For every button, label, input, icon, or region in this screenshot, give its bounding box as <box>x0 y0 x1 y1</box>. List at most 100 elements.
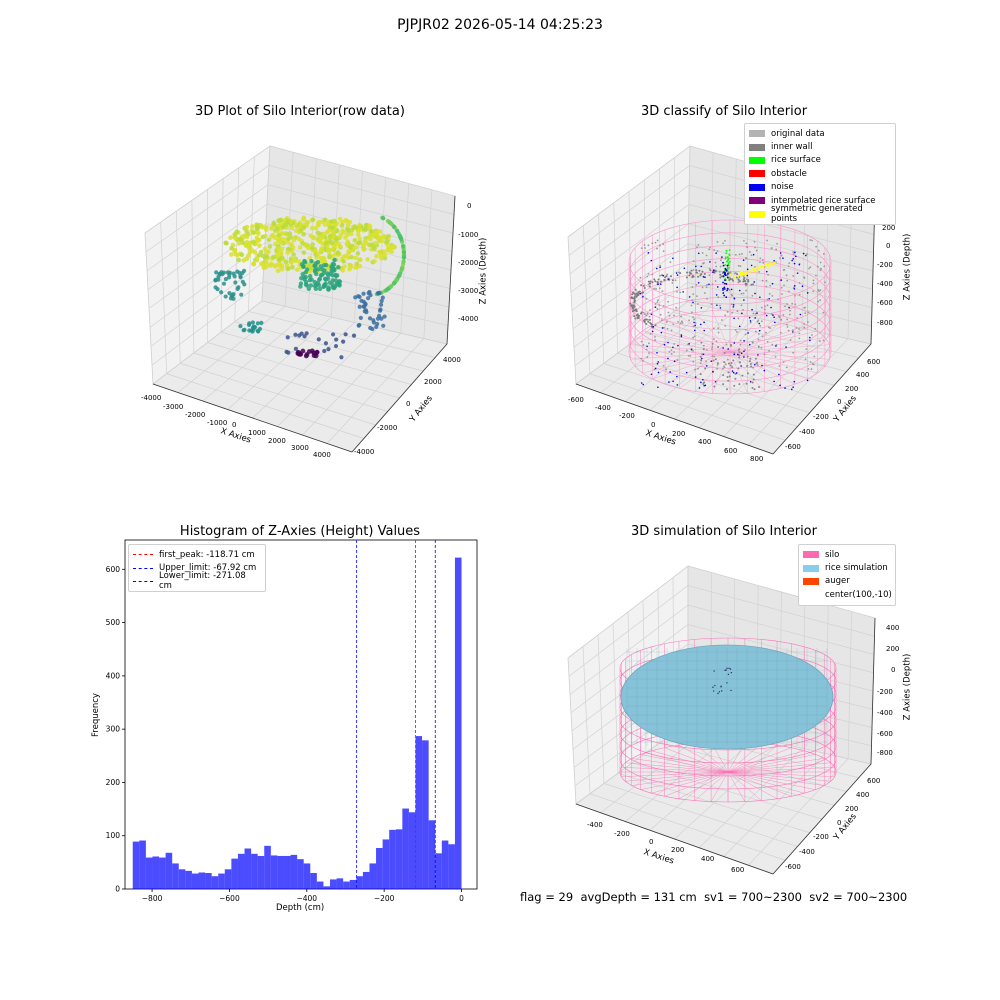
data-point <box>743 273 746 276</box>
data-point <box>752 312 755 315</box>
data-point <box>650 313 653 316</box>
data-point <box>728 253 731 256</box>
data-point <box>351 333 357 338</box>
data-point <box>750 283 753 286</box>
data-point <box>264 261 269 267</box>
data-point <box>794 251 796 254</box>
data-point <box>738 253 741 256</box>
data-point <box>318 264 323 269</box>
silo-floor-line <box>729 351 748 394</box>
legend-swatch <box>803 551 819 559</box>
data-point <box>235 286 240 291</box>
data-point <box>734 372 737 375</box>
histogram-bar <box>323 886 331 889</box>
data-point <box>788 313 791 316</box>
data-point <box>725 283 728 285</box>
data-point <box>237 270 242 275</box>
data-point <box>309 246 315 251</box>
auger-point <box>726 667 728 669</box>
x-tick-label: 0 <box>459 894 464 903</box>
data-point <box>733 317 735 320</box>
data-point <box>774 321 776 324</box>
data-point <box>681 320 683 323</box>
panel4-ztick: -800 <box>877 749 893 757</box>
panel4-ztick: 0 <box>891 666 896 674</box>
silo-floor-line <box>652 351 731 380</box>
data-point <box>758 270 761 273</box>
data-point <box>377 313 382 318</box>
data-point <box>747 280 750 283</box>
data-point <box>680 315 682 318</box>
panel2-silo-wireframe <box>628 219 832 395</box>
data-point <box>782 361 785 363</box>
x-tick-label: −800 <box>142 894 163 903</box>
data-point <box>796 317 799 319</box>
data-point <box>232 232 238 237</box>
data-point <box>641 291 644 294</box>
auger-point <box>712 686 714 688</box>
data-point <box>227 291 232 296</box>
data-point <box>638 314 641 317</box>
panel1-ytick: -2000 <box>377 424 398 432</box>
silo-floor-line <box>729 351 808 380</box>
sv2-value: sv2 = 700~2300 <box>809 890 908 904</box>
data-point <box>401 244 406 249</box>
silo-floor-line <box>729 324 808 353</box>
data-point <box>729 273 733 277</box>
data-point <box>738 351 741 354</box>
data-point <box>334 228 340 234</box>
data-point <box>358 315 363 320</box>
grid-line <box>572 243 873 330</box>
data-point <box>780 254 783 257</box>
data-point <box>792 275 795 277</box>
data-point <box>306 262 311 268</box>
silo-floor-line <box>727 747 792 773</box>
data-point <box>758 329 761 332</box>
data-point <box>255 321 260 326</box>
data-point <box>798 282 801 284</box>
data-point <box>716 250 719 252</box>
data-point <box>819 299 821 302</box>
data-point <box>648 315 651 318</box>
data-point <box>788 306 790 309</box>
data-point <box>666 273 669 276</box>
data-point <box>751 294 754 297</box>
data-point <box>726 259 729 262</box>
data-point <box>711 355 714 357</box>
legend-item: center(100,-10) <box>803 588 892 601</box>
data-point <box>382 314 387 319</box>
data-point <box>285 335 290 340</box>
data-point <box>378 307 383 312</box>
data-point <box>363 223 369 228</box>
panel2-xtick: 200 <box>672 430 686 438</box>
data-point <box>790 388 793 391</box>
data-point <box>643 320 646 323</box>
grid-line <box>643 180 646 333</box>
data-point <box>741 272 744 275</box>
legend-swatch <box>749 170 765 178</box>
silo-floor-line <box>640 754 729 773</box>
data-point <box>311 350 317 356</box>
data-point <box>301 225 307 230</box>
data-point <box>717 296 720 299</box>
data-point <box>685 349 688 352</box>
auger-point <box>730 689 732 692</box>
sv1-value: sv1 = 700~2300 <box>704 890 802 904</box>
data-point <box>768 349 770 352</box>
data-point <box>334 273 340 278</box>
auger-point <box>720 690 723 692</box>
data-point <box>317 277 322 282</box>
data-point <box>700 341 703 344</box>
data-point <box>675 272 678 274</box>
legend-swatch <box>803 591 819 598</box>
data-point <box>691 286 694 288</box>
silo-floor-line <box>678 771 729 799</box>
data-point <box>316 222 321 228</box>
data-point <box>729 343 732 346</box>
data-point <box>712 269 715 271</box>
silo-floor-line <box>727 771 792 797</box>
data-point <box>693 321 695 324</box>
data-point <box>703 329 706 332</box>
data-point <box>327 233 333 239</box>
data-point <box>401 250 407 255</box>
